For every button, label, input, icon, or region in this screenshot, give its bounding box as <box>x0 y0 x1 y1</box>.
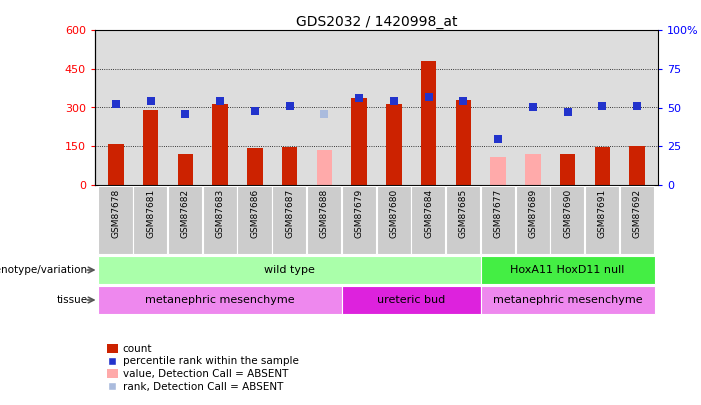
Text: GSM87688: GSM87688 <box>320 188 329 238</box>
Bar <box>560 154 576 185</box>
Text: GSM87682: GSM87682 <box>181 188 190 238</box>
FancyBboxPatch shape <box>411 186 445 254</box>
Point <box>284 103 295 109</box>
FancyBboxPatch shape <box>550 186 585 254</box>
Text: ureteric bud: ureteric bud <box>377 295 445 305</box>
Bar <box>143 110 158 185</box>
Bar <box>490 157 506 185</box>
Bar <box>247 147 263 185</box>
FancyBboxPatch shape <box>376 186 411 254</box>
FancyBboxPatch shape <box>515 186 550 254</box>
FancyBboxPatch shape <box>98 286 342 314</box>
Point <box>179 111 191 117</box>
Point <box>458 98 469 104</box>
FancyBboxPatch shape <box>168 186 202 254</box>
Point <box>353 95 365 101</box>
Text: metanephric mesenchyme: metanephric mesenchyme <box>493 295 642 305</box>
Text: GSM87680: GSM87680 <box>389 188 398 238</box>
Point <box>319 111 330 117</box>
FancyBboxPatch shape <box>98 186 132 254</box>
Point <box>493 135 504 142</box>
Bar <box>386 104 402 185</box>
Bar <box>282 147 297 185</box>
Title: GDS2032 / 1420998_at: GDS2032 / 1420998_at <box>296 15 457 29</box>
Point <box>388 98 400 104</box>
Text: tissue: tissue <box>57 295 88 305</box>
Point <box>423 94 434 100</box>
FancyBboxPatch shape <box>133 186 168 254</box>
Text: metanephric mesenchyme: metanephric mesenchyme <box>145 295 295 305</box>
FancyBboxPatch shape <box>446 186 480 254</box>
FancyBboxPatch shape <box>238 186 271 254</box>
Text: GSM87678: GSM87678 <box>111 188 121 238</box>
Bar <box>456 100 471 185</box>
Legend: count, percentile rank within the sample, value, Detection Call = ABSENT, rank, : count, percentile rank within the sample… <box>107 344 299 392</box>
FancyBboxPatch shape <box>272 186 306 254</box>
FancyBboxPatch shape <box>98 256 481 284</box>
Bar <box>594 147 610 185</box>
Text: GSM87684: GSM87684 <box>424 188 433 238</box>
Text: wild type: wild type <box>264 265 315 275</box>
Point <box>527 104 538 111</box>
Bar <box>177 154 193 185</box>
Text: GSM87692: GSM87692 <box>632 188 641 238</box>
FancyBboxPatch shape <box>342 186 376 254</box>
Bar <box>317 150 332 185</box>
Text: GSM87689: GSM87689 <box>529 188 538 238</box>
Point <box>110 101 121 108</box>
Text: GSM87685: GSM87685 <box>459 188 468 238</box>
Point <box>215 98 226 104</box>
FancyBboxPatch shape <box>620 186 654 254</box>
Bar <box>421 61 437 185</box>
Text: GSM87687: GSM87687 <box>285 188 294 238</box>
Bar <box>525 154 540 185</box>
Text: GSM87690: GSM87690 <box>563 188 572 238</box>
Point <box>250 107 261 114</box>
FancyBboxPatch shape <box>481 286 655 314</box>
Text: GSM87691: GSM87691 <box>598 188 607 238</box>
Bar <box>212 104 228 185</box>
Point <box>632 103 643 109</box>
FancyBboxPatch shape <box>203 186 237 254</box>
Point <box>597 103 608 109</box>
Bar <box>629 146 645 185</box>
Text: GSM87686: GSM87686 <box>250 188 259 238</box>
FancyBboxPatch shape <box>342 286 481 314</box>
Point <box>562 109 573 115</box>
Text: GSM87681: GSM87681 <box>146 188 155 238</box>
Point <box>145 98 156 104</box>
FancyBboxPatch shape <box>585 186 619 254</box>
Bar <box>108 144 123 185</box>
Text: genotype/variation: genotype/variation <box>0 265 88 275</box>
FancyBboxPatch shape <box>307 186 341 254</box>
Text: GSM87679: GSM87679 <box>355 188 364 238</box>
FancyBboxPatch shape <box>481 256 655 284</box>
Text: HoxA11 HoxD11 null: HoxA11 HoxD11 null <box>510 265 625 275</box>
Text: GSM87683: GSM87683 <box>216 188 224 238</box>
FancyBboxPatch shape <box>481 186 515 254</box>
Text: GSM87677: GSM87677 <box>494 188 503 238</box>
Bar <box>351 98 367 185</box>
